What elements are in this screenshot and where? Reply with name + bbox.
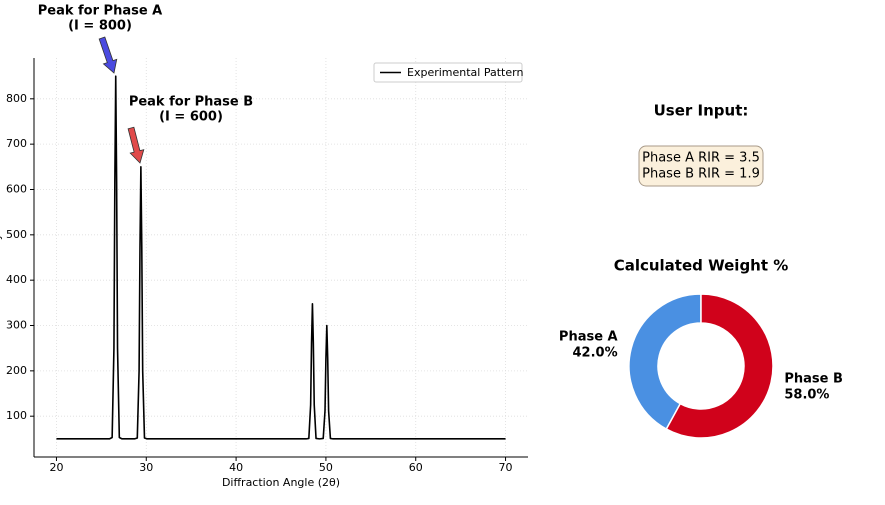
y-tick-label: 100 <box>6 409 27 422</box>
x-axis-label: Diffraction Angle (2θ) <box>222 476 340 489</box>
user-input-title: User Input: <box>654 102 749 120</box>
annotation: (I = 600) <box>159 110 223 125</box>
y-tick-label: 200 <box>6 364 27 377</box>
y-tick-label: 600 <box>6 182 27 195</box>
x-tick-label: 30 <box>139 461 153 474</box>
slice-value-label: 58.0% <box>784 387 829 402</box>
y-tick-label: 700 <box>6 137 27 150</box>
annotation: Peak for Phase A <box>38 4 163 19</box>
y-tick-label: 400 <box>6 273 27 286</box>
slice-label: Phase A <box>559 330 618 345</box>
pie-slice <box>665 293 774 439</box>
input-line: Phase B RIR = 1.9 <box>642 167 760 182</box>
x-tick-label: 50 <box>319 461 333 474</box>
legend-label: Experimental Pattern <box>407 66 523 79</box>
data-line <box>56 75 506 440</box>
y-axis-label: Intensity <box>0 233 3 281</box>
pie-title: Calculated Weight % <box>614 257 789 275</box>
annotation-arrow <box>98 36 118 74</box>
annotation: (I = 800) <box>68 19 132 34</box>
input-line: Phase A RIR = 3.5 <box>642 151 760 166</box>
slice-label: Phase B <box>784 371 843 386</box>
y-tick-label: 500 <box>6 228 27 241</box>
pie-slice <box>628 293 702 431</box>
x-tick-label: 70 <box>499 461 513 474</box>
x-tick-label: 40 <box>229 461 243 474</box>
input-box <box>638 145 764 187</box>
slice-value-label: 42.0% <box>573 346 618 361</box>
y-tick-label: 800 <box>6 92 27 105</box>
annotation: Peak for Phase B <box>129 95 253 110</box>
x-tick-label: 60 <box>409 461 423 474</box>
annotation-arrow <box>127 126 145 164</box>
y-tick-label: 300 <box>6 319 27 332</box>
x-tick-label: 20 <box>49 461 63 474</box>
legend-box <box>373 62 523 83</box>
